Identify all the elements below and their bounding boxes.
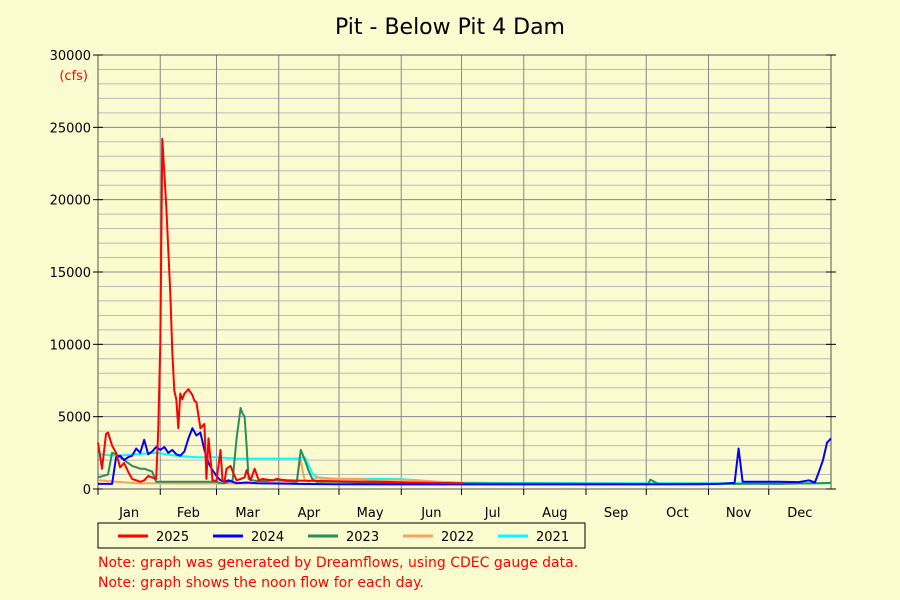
x-tick-label: May xyxy=(357,506,384,521)
legend-box xyxy=(97,522,586,549)
y-tick-label: 0 xyxy=(83,483,91,498)
x-tick-label: Dec xyxy=(787,506,812,521)
x-tick-label: Mar xyxy=(235,506,260,521)
legend-label-2021: 2021 xyxy=(536,530,569,545)
note-text: Note: graph shows the noon flow for each… xyxy=(98,575,424,591)
y-units-label: (cfs) xyxy=(59,69,88,84)
x-tick-label: Apr xyxy=(298,506,321,521)
x-tick-label: Jun xyxy=(420,506,441,521)
y-tick-label: 10000 xyxy=(50,338,91,353)
y-axis: 0 5000 10000 15000 20000 25000 30000 xyxy=(50,49,836,498)
y-tick-label: 25000 xyxy=(50,121,91,136)
x-axis: Jan Feb Mar Apr May Jun Jul Aug Sep Oct Nov Dec xyxy=(97,489,812,521)
x-tick-label: Nov xyxy=(726,506,752,521)
legend-label-2024: 2024 xyxy=(251,530,284,545)
x-tick-label: Jul xyxy=(484,506,501,521)
grid xyxy=(98,54,831,490)
notes: Note: graph was generated by Dreamflows,… xyxy=(98,555,578,591)
x-tick-label: Aug xyxy=(542,506,567,521)
series-line-2025 xyxy=(97,137,464,485)
legend: 2025 2024 2023 2022 2021 xyxy=(97,522,586,549)
series-group xyxy=(97,137,832,486)
y-tick-label: 20000 xyxy=(50,194,91,209)
y-tick-label: 15000 xyxy=(50,266,91,281)
y-tick-label: 5000 xyxy=(58,411,91,426)
x-tick-label: Oct xyxy=(666,506,688,521)
x-tick-label: Sep xyxy=(604,506,629,521)
legend-label-2022: 2022 xyxy=(441,530,474,545)
series-line-2024 xyxy=(98,427,832,486)
legend-label-2025: 2025 xyxy=(156,530,189,545)
x-tick-label: Jan xyxy=(118,506,139,521)
x-tick-label: Feb xyxy=(177,506,200,521)
chart-title: Pit - Below Pit 4 Dam xyxy=(335,15,565,40)
y-tick-label: 30000 xyxy=(50,49,91,64)
legend-label-2023: 2023 xyxy=(346,530,379,545)
note-text: Note: graph was generated by Dreamflows,… xyxy=(98,555,578,571)
